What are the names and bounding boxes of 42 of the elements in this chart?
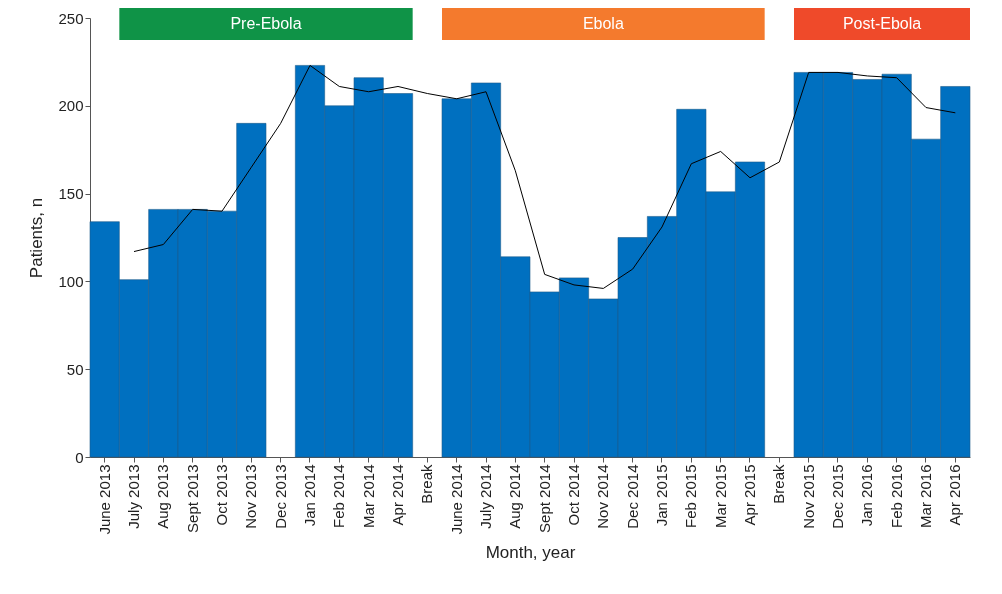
x-tick-label: Jan 2014 <box>301 464 318 527</box>
x-tick-label: Aug 2014 <box>506 464 524 529</box>
x-tick-label: Nov 2015 <box>799 464 817 529</box>
x-tick-label: Feb 2014 <box>330 464 348 528</box>
x-tick-label: Apr 2015 <box>741 464 758 526</box>
y-tick-label: 200 <box>58 97 84 115</box>
x-tick-label: Oct 2013 <box>213 464 230 526</box>
band-label: Post-Ebola <box>842 15 922 32</box>
x-tick-label: Dec 2013 <box>271 464 289 529</box>
x-tick-label: June 2013 <box>95 464 113 535</box>
x-tick-label: July 2014 <box>477 464 494 529</box>
y-tick-label: 50 <box>66 360 84 378</box>
x-tick-label: June 2014 <box>447 464 465 535</box>
x-tick-label: Nov 2013 <box>242 464 260 529</box>
band-label: Pre-Ebola <box>230 15 302 32</box>
x-tick-label: July 2013 <box>125 464 142 529</box>
y-tick-label: 250 <box>58 9 84 27</box>
y-axis-title: Patients, n <box>27 197 47 279</box>
y-tick-label: 150 <box>58 185 84 203</box>
x-tick-label: Break <box>418 464 436 504</box>
x-tick-label: Mar 2014 <box>359 464 377 528</box>
x-tick-label: Mar 2016 <box>917 464 934 528</box>
x-axis-title: Month, year <box>485 542 576 562</box>
x-tick-label: Oct 2014 <box>565 464 582 526</box>
band-label: Ebola <box>582 15 624 32</box>
x-tick-label: Jan 2015 <box>653 464 670 527</box>
x-tick-label: Feb 2015 <box>682 464 700 528</box>
line-series <box>133 64 956 289</box>
y-tick-label: 0 <box>75 448 84 466</box>
x-tick-label: Feb 2016 <box>887 464 905 528</box>
x-tick-label: Dec 2015 <box>829 464 846 529</box>
x-tick-label: Break <box>770 464 788 504</box>
x-tick-label: Dec 2014 <box>623 464 641 529</box>
x-tick-label: Apr 2016 <box>946 464 964 526</box>
x-tick-label: Mar 2015 <box>711 464 729 528</box>
x-tick-label: Sept 2013 <box>183 464 201 533</box>
x-tick-label: Apr 2014 <box>389 464 406 526</box>
x-tick-label: Nov 2014 <box>594 464 612 529</box>
y-tick-label: 100 <box>58 272 84 290</box>
x-tick-label: Aug 2013 <box>154 464 172 529</box>
x-tick-label: Sept 2014 <box>535 464 553 533</box>
x-tick-label: Jan 2016 <box>858 464 876 527</box>
